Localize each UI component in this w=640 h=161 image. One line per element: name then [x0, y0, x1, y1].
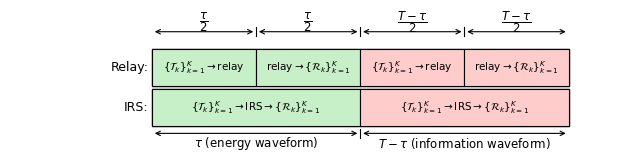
Bar: [152, 49, 568, 86]
Text: $\{\mathcal{T}_k\}_{k=1}^K \rightarrow \mathrm{IRS} \rightarrow \{\mathcal{R}_k\: $\{\mathcal{T}_k\}_{k=1}^K \rightarrow \…: [191, 99, 321, 116]
Bar: [360, 49, 465, 86]
Bar: [152, 89, 568, 126]
Text: $\dfrac{\tau}{2}$: $\dfrac{\tau}{2}$: [303, 10, 313, 34]
Text: $\dfrac{T-\tau}{2}$: $\dfrac{T-\tau}{2}$: [397, 9, 428, 35]
Bar: [256, 49, 360, 86]
Text: $\{\mathcal{T}_k\}_{k=1}^K \rightarrow \mathrm{IRS} \rightarrow \{\mathcal{R}_k\: $\{\mathcal{T}_k\}_{k=1}^K \rightarrow \…: [399, 99, 529, 116]
Text: $\mathrm{relay} \rightarrow \{\mathcal{R}_k\}_{k=1}^K$: $\mathrm{relay} \rightarrow \{\mathcal{R…: [474, 59, 559, 76]
Text: $\{\mathcal{T}_k\}_{k=1}^K \rightarrow \mathrm{relay}$: $\{\mathcal{T}_k\}_{k=1}^K \rightarrow \…: [371, 59, 453, 76]
Text: IRS:: IRS:: [124, 101, 148, 114]
Text: $\dfrac{\tau}{2}$: $\dfrac{\tau}{2}$: [199, 10, 209, 34]
Text: $T - \tau$ (information waveform): $T - \tau$ (information waveform): [378, 136, 551, 151]
Bar: [465, 49, 568, 86]
Bar: [152, 89, 360, 126]
Text: $\tau$ (energy waveform): $\tau$ (energy waveform): [194, 135, 318, 152]
Bar: [152, 49, 256, 86]
Text: $\{\mathcal{T}_k\}_{k=1}^K \rightarrow \mathrm{relay}$: $\{\mathcal{T}_k\}_{k=1}^K \rightarrow \…: [163, 59, 245, 76]
Text: $\mathrm{relay} \rightarrow \{\mathcal{R}_k\}_{k=1}^K$: $\mathrm{relay} \rightarrow \{\mathcal{R…: [266, 59, 351, 76]
Bar: [360, 89, 568, 126]
Text: $\dfrac{T-\tau}{2}$: $\dfrac{T-\tau}{2}$: [501, 9, 532, 35]
Text: Relay:: Relay:: [111, 61, 148, 74]
